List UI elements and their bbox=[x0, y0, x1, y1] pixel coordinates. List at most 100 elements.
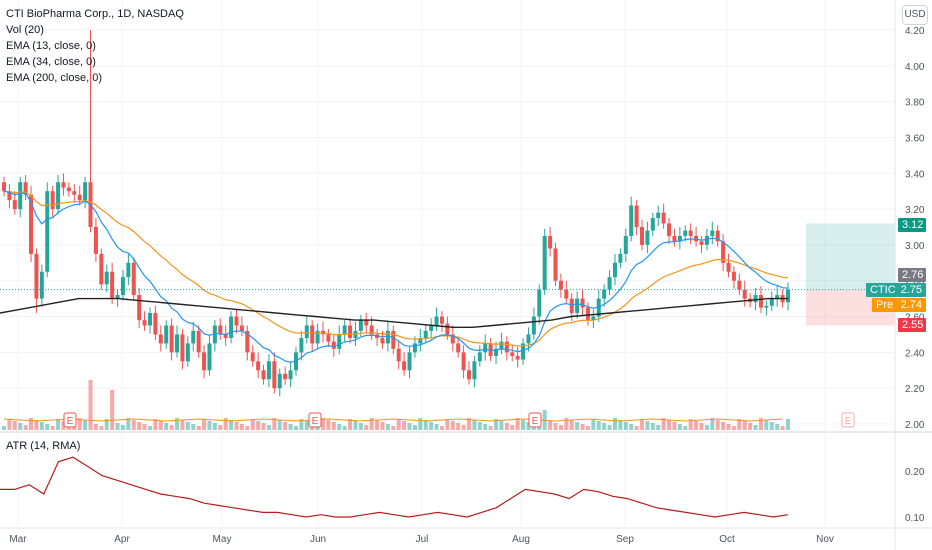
volume-bar bbox=[61, 421, 66, 430]
candle-body bbox=[147, 312, 152, 326]
earnings-marker-label: E bbox=[532, 416, 539, 427]
candle-body bbox=[348, 325, 353, 339]
time-tick-label: Oct bbox=[719, 534, 735, 545]
candle-body bbox=[445, 323, 450, 335]
ema13-indicator-label[interactable]: EMA (13, close, 0) bbox=[6, 40, 96, 52]
candle-body bbox=[499, 341, 504, 349]
time-tick-label: Jul bbox=[416, 534, 429, 545]
candle-body bbox=[786, 289, 790, 303]
volume-bar bbox=[758, 418, 763, 430]
premarket-price: 2.74 bbox=[900, 299, 922, 311]
volume-bar bbox=[456, 423, 461, 430]
volume-bar bbox=[299, 419, 304, 430]
volume-bar bbox=[293, 426, 298, 430]
volume-bar bbox=[385, 424, 390, 430]
volume-bar bbox=[126, 418, 131, 430]
candle-body bbox=[180, 334, 185, 362]
volume-bar bbox=[266, 425, 271, 430]
candle-body bbox=[131, 262, 136, 296]
symbol-title[interactable]: CTI BioPharma Corp., 1D, NASDAQ bbox=[6, 8, 184, 20]
earnings-marker-box bbox=[841, 412, 855, 428]
candle-body bbox=[218, 325, 223, 335]
candle-body bbox=[12, 200, 17, 210]
candle-body bbox=[277, 373, 282, 389]
candle-body bbox=[477, 352, 482, 362]
volume-bar bbox=[688, 419, 693, 430]
price-tick-label: 3.20 bbox=[905, 205, 925, 216]
volume-bar bbox=[196, 426, 201, 430]
volume-bar bbox=[12, 421, 17, 430]
volume-bar bbox=[412, 425, 417, 430]
volume-bar bbox=[153, 419, 158, 430]
volume-bar bbox=[558, 425, 563, 430]
volume-bar bbox=[753, 425, 758, 430]
candle-body bbox=[504, 341, 509, 353]
candle-body bbox=[694, 235, 699, 242]
candle-body bbox=[726, 262, 731, 272]
candle-body bbox=[45, 191, 50, 272]
candle-body bbox=[110, 271, 115, 299]
candle-body bbox=[250, 352, 255, 362]
candle-body bbox=[483, 343, 488, 353]
candle-body bbox=[239, 325, 244, 331]
volume-bar bbox=[650, 423, 655, 430]
symbol-name: CTIC bbox=[870, 284, 896, 296]
atr-tick-label: 0.10 bbox=[905, 513, 925, 524]
atr-indicator-label[interactable]: ATR (14, RMA) bbox=[6, 440, 81, 452]
price-candles bbox=[2, 30, 790, 397]
candle-body bbox=[623, 235, 628, 254]
candle-body bbox=[580, 298, 585, 308]
ema34-indicator-label[interactable]: EMA (34, close, 0) bbox=[6, 56, 96, 68]
volume-bar bbox=[272, 418, 277, 430]
volume-bar bbox=[23, 425, 28, 430]
price-tick-label: 2.20 bbox=[905, 384, 925, 395]
volume-bar bbox=[510, 425, 515, 430]
volume-bar bbox=[580, 424, 585, 430]
candle-body bbox=[223, 334, 228, 339]
volume-bar bbox=[158, 421, 163, 430]
candle-body bbox=[407, 352, 412, 371]
volume-bar bbox=[434, 424, 439, 430]
volume-bar bbox=[629, 424, 634, 430]
volume-bar bbox=[331, 422, 336, 430]
candle-body bbox=[256, 361, 261, 371]
ema200-indicator-label[interactable]: EMA (200, close, 0) bbox=[6, 72, 102, 84]
volume-bar bbox=[93, 424, 98, 430]
volume-bar bbox=[396, 419, 401, 430]
volume-bar bbox=[699, 423, 704, 430]
candle-body bbox=[412, 343, 417, 353]
volume-bar bbox=[77, 418, 82, 430]
ema34-line bbox=[3, 190, 789, 347]
candle-body bbox=[288, 370, 293, 380]
volume-bar bbox=[445, 419, 450, 430]
candle-body bbox=[618, 253, 623, 263]
volume-bar bbox=[348, 419, 353, 430]
candle-body bbox=[612, 262, 617, 278]
candle-body bbox=[596, 298, 601, 317]
candle-body bbox=[358, 320, 363, 331]
candle-body bbox=[531, 316, 536, 335]
position-profit-zone bbox=[806, 223, 895, 290]
earnings-marker-box bbox=[63, 412, 77, 428]
time-tick-label: Mar bbox=[9, 534, 27, 545]
volume-bar bbox=[553, 423, 558, 430]
candle-body bbox=[526, 334, 531, 344]
candle-body bbox=[120, 277, 125, 296]
price-tick-label: 3.00 bbox=[905, 241, 925, 252]
candle-body bbox=[83, 182, 88, 201]
volume-bar bbox=[466, 418, 471, 430]
volume-bar bbox=[775, 424, 780, 430]
volume-bar bbox=[640, 419, 645, 430]
volume-bar bbox=[212, 423, 217, 430]
candle-body bbox=[715, 230, 720, 242]
volume-bar bbox=[645, 421, 650, 430]
vol-indicator-label[interactable]: Vol (20) bbox=[6, 24, 44, 36]
price-tick-label: 2.00 bbox=[905, 420, 925, 431]
candle-body bbox=[423, 330, 428, 339]
candle-body bbox=[158, 334, 163, 344]
volume-bar bbox=[342, 426, 347, 430]
candle-body bbox=[537, 289, 542, 317]
candle-body bbox=[39, 271, 44, 299]
currency-button[interactable]: USD bbox=[902, 5, 928, 25]
